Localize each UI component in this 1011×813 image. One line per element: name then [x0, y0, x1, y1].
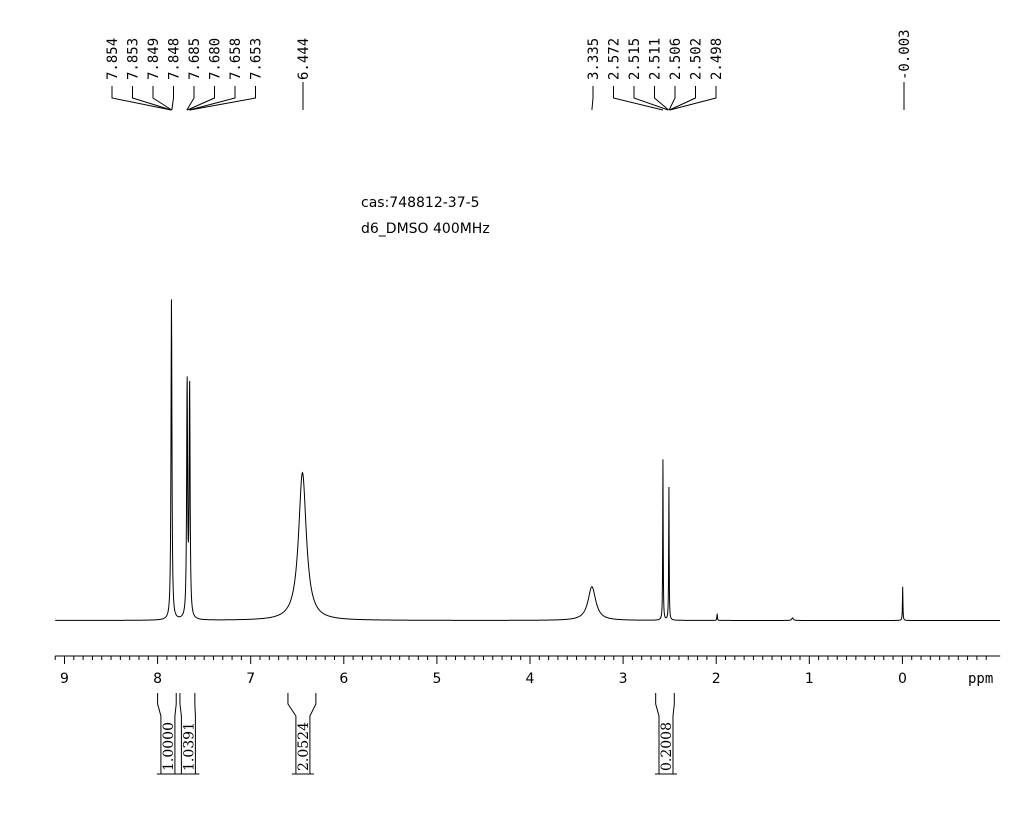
integral-bracket	[157, 693, 177, 774]
peak-label: 2.572	[607, 38, 623, 80]
peak-label: 2.515	[627, 38, 643, 80]
peak-label: 7.854	[105, 38, 121, 80]
peak-marker	[591, 86, 594, 111]
tick-label: 8	[153, 671, 162, 687]
integral-value: 1.0000	[161, 722, 177, 771]
peak-label: 3.335	[586, 38, 602, 80]
ppm-axis: 9 8 7 6 5 4 3 2 1 0	[54, 655, 1001, 687]
peak-labels: 7.854 7.853 7.849 7.848 7.685 7.680 7.658 7.653…	[105, 29, 913, 111]
peak-marker	[132, 86, 172, 111]
sample-cas-label: cas:748812-37-5	[361, 195, 480, 211]
peak-label: 7.680	[208, 38, 224, 80]
tick-label: 5	[432, 671, 441, 687]
peak-marker	[152, 86, 172, 111]
peak-marker	[669, 86, 717, 111]
tick-label: 4	[526, 671, 535, 687]
integral-bracket	[287, 693, 317, 774]
peak-label: 2.498	[709, 38, 725, 80]
peak-marker	[668, 86, 676, 111]
peak-marker	[613, 86, 664, 111]
axis-unit-label: ppm	[968, 671, 993, 687]
integrals: 1.0000 1.0391 2.0524 0.2008	[156, 693, 677, 775]
integral-bracket	[655, 693, 675, 774]
peak-label: 2.511	[648, 38, 664, 80]
tick-label: 2	[712, 671, 721, 687]
peak-marker	[669, 86, 696, 111]
integral-bracket	[179, 693, 196, 774]
peak-label: 7.849	[146, 38, 162, 80]
peak-marker	[171, 86, 174, 111]
peak-marker	[189, 86, 256, 111]
peak-label: 6.444	[296, 38, 312, 80]
tick-label: 3	[619, 671, 628, 687]
integral-value: 2.0524	[296, 722, 312, 771]
peak-marker	[189, 86, 236, 111]
tick-label: 0	[898, 671, 907, 687]
peak-marker	[111, 86, 172, 111]
tick-label: 1	[805, 671, 814, 687]
peak-marker	[654, 86, 669, 111]
peak-label: 7.853	[126, 38, 142, 80]
peak-marker	[186, 86, 195, 111]
integral-value: 0.2008	[659, 722, 675, 771]
spectrum-trace	[55, 299, 1000, 621]
peak-label: 7.653	[249, 38, 265, 80]
peak-label: 7.848	[167, 38, 183, 80]
integral-value: 1.0391	[181, 722, 197, 771]
peak-label: 2.506	[668, 38, 684, 80]
solvent-frequency-label: d6_DMSO 400MHz	[361, 221, 490, 237]
peak-label: 7.658	[228, 38, 244, 80]
peak-label: 7.685	[187, 38, 203, 80]
peak-marker	[187, 86, 215, 111]
peak-marker	[633, 86, 669, 111]
tick-label: 9	[60, 671, 69, 687]
tick-label: 6	[339, 671, 348, 687]
tick-label: 7	[246, 671, 255, 687]
peak-label: -0.003	[897, 29, 913, 80]
peak-label: 2.502	[689, 38, 705, 80]
